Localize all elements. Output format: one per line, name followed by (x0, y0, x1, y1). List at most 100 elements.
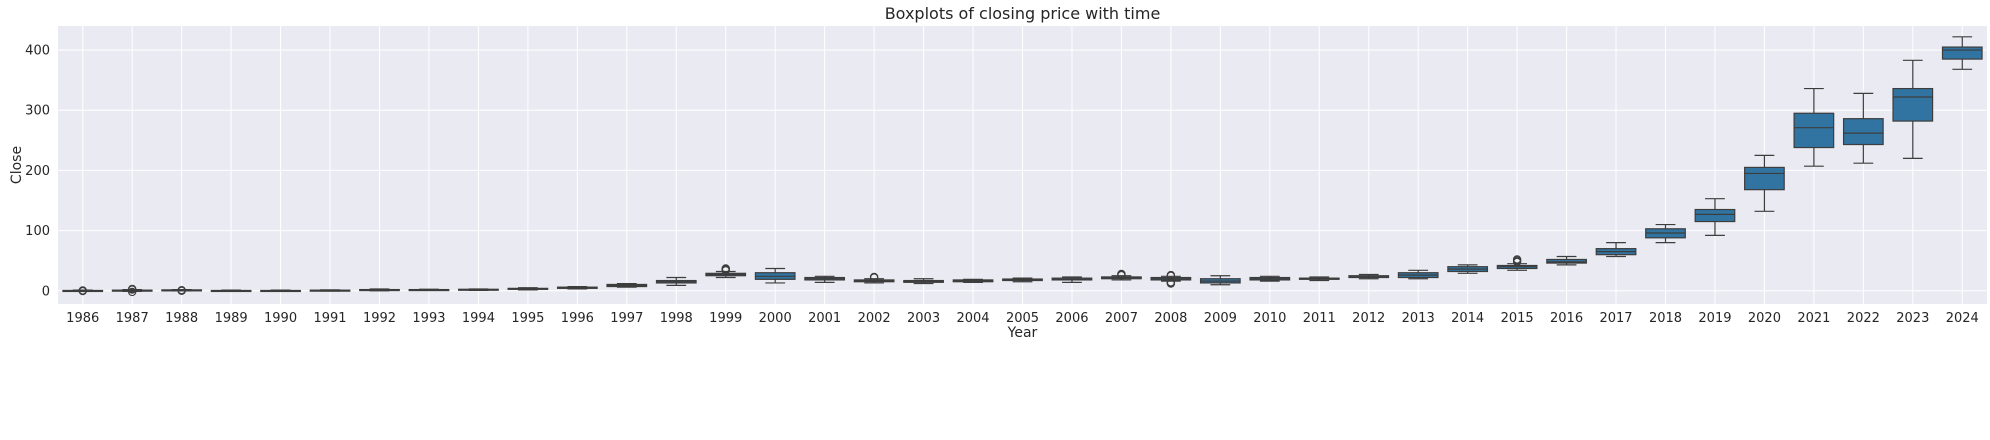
box-1991 (309, 289, 351, 292)
x-tick-label: 2012 (1352, 311, 1385, 326)
box-2012 (1348, 273, 1390, 280)
x-tick-label: 2009 (1204, 311, 1237, 326)
x-tick-label: 2022 (1847, 311, 1880, 326)
iqr-box (1941, 46, 1983, 60)
x-axis-label: Year (1007, 325, 1038, 341)
y-tick-label: 100 (25, 224, 50, 239)
x-tick-label: 2004 (956, 311, 989, 326)
box-2003 (903, 278, 944, 285)
y-tick-label: 200 (25, 164, 50, 179)
outlier-point (1166, 270, 1176, 280)
x-tick-label: 1996 (561, 311, 594, 326)
box-2017 (1595, 242, 1637, 258)
box-2024 (1941, 36, 1983, 70)
x-tick-label: 1997 (610, 311, 643, 326)
outlier-point (1117, 269, 1126, 279)
iqr-box (1694, 208, 1736, 223)
box-2009 (1199, 275, 1241, 286)
x-tick-label: 2007 (1105, 311, 1138, 326)
box-1999 (705, 264, 747, 279)
x-tick-label: 2015 (1501, 311, 1534, 326)
x-tick-label: 2020 (1748, 311, 1781, 326)
x-tick-label: 1992 (363, 311, 396, 326)
box-2000 (754, 267, 796, 284)
x-tick-label: 1987 (116, 311, 149, 326)
box-layer (62, 36, 1983, 297)
y-axis-label: Close (9, 146, 25, 184)
x-tick-label: 2005 (1006, 311, 1039, 326)
box-2010 (1249, 275, 1291, 282)
x-tick-label: 2019 (1698, 311, 1731, 326)
box-2001 (804, 275, 846, 283)
x-tick-label: 2002 (858, 311, 891, 326)
x-tick-label: 1988 (165, 311, 198, 326)
x-tick-label: 2013 (1402, 311, 1435, 326)
y-tick-labels: 0 100 200 300 400 (25, 44, 50, 300)
box-1986 (62, 286, 104, 296)
x-tick-label: 1998 (660, 311, 693, 326)
iqr-box (1892, 87, 1934, 122)
box-1993 (408, 288, 450, 292)
box-1997 (606, 282, 648, 288)
x-tick-label: 2023 (1896, 311, 1929, 326)
outlier-point (127, 284, 137, 294)
box-2020 (1744, 154, 1785, 212)
box-2021 (1793, 87, 1835, 167)
box-1994 (458, 288, 499, 292)
x-tick-label: 1990 (264, 311, 297, 326)
iqr-box (1744, 166, 1785, 191)
x-tick-labels: 1986 1987 1988 1989 1990 1991 1992 1993 1994 1995… (66, 311, 1979, 326)
box-1995 (507, 287, 549, 291)
iqr-box (1793, 112, 1835, 149)
x-tick-label: 2018 (1649, 311, 1682, 326)
box-2014 (1447, 264, 1489, 274)
box-2005 (1002, 277, 1043, 283)
y-tick-label: 400 (25, 44, 50, 59)
box-1989 (210, 289, 252, 293)
outlier-point (78, 286, 87, 295)
x-tick-label: 2011 (1303, 311, 1336, 326)
outlier-point (177, 285, 186, 295)
box-2008 (1150, 270, 1192, 288)
x-tick-label: 2014 (1451, 311, 1484, 326)
x-tick-label: 1993 (412, 311, 445, 326)
x-tick-label: 2003 (907, 311, 940, 326)
box-2018 (1645, 223, 1686, 244)
box-1987 (111, 284, 153, 297)
x-tick-label: 2010 (1253, 311, 1286, 326)
box-1988 (161, 285, 203, 295)
box-2016 (1546, 255, 1587, 266)
box-2023 (1892, 59, 1934, 159)
x-tick-label: 2016 (1550, 311, 1583, 326)
chart-title: Boxplots of closing price with time (885, 4, 1161, 23)
outlier-point (127, 287, 137, 297)
y-tick-label: 0 (42, 284, 50, 299)
x-tick-label: 2008 (1154, 311, 1187, 326)
box-1998 (655, 276, 697, 286)
box-2022 (1842, 92, 1884, 164)
x-tick-label: 2000 (759, 311, 792, 326)
outlier-point (1512, 255, 1522, 264)
x-tick-label: 2006 (1055, 311, 1088, 326)
x-tick-label: 1991 (313, 311, 346, 326)
box-2002 (853, 272, 895, 284)
x-tick-label: 2001 (808, 311, 841, 326)
iqr-box (1546, 258, 1587, 264)
x-tick-label: 1986 (66, 311, 99, 326)
box-2006 (1051, 276, 1093, 283)
outlier-point (869, 272, 879, 282)
box-2004 (952, 278, 994, 283)
box-2007 (1101, 269, 1142, 281)
box-1996 (556, 285, 598, 290)
box-1990 (260, 289, 301, 293)
box-2011 (1298, 276, 1340, 282)
box-1992 (359, 288, 400, 292)
y-tick-label: 300 (25, 104, 50, 119)
x-tick-label: 2021 (1797, 311, 1830, 326)
x-tick-label: 1989 (215, 311, 248, 326)
outlier-point (721, 266, 730, 275)
box-2015 (1496, 255, 1538, 271)
x-tick-label: 1995 (511, 311, 544, 326)
x-tick-label: 2017 (1599, 311, 1632, 326)
